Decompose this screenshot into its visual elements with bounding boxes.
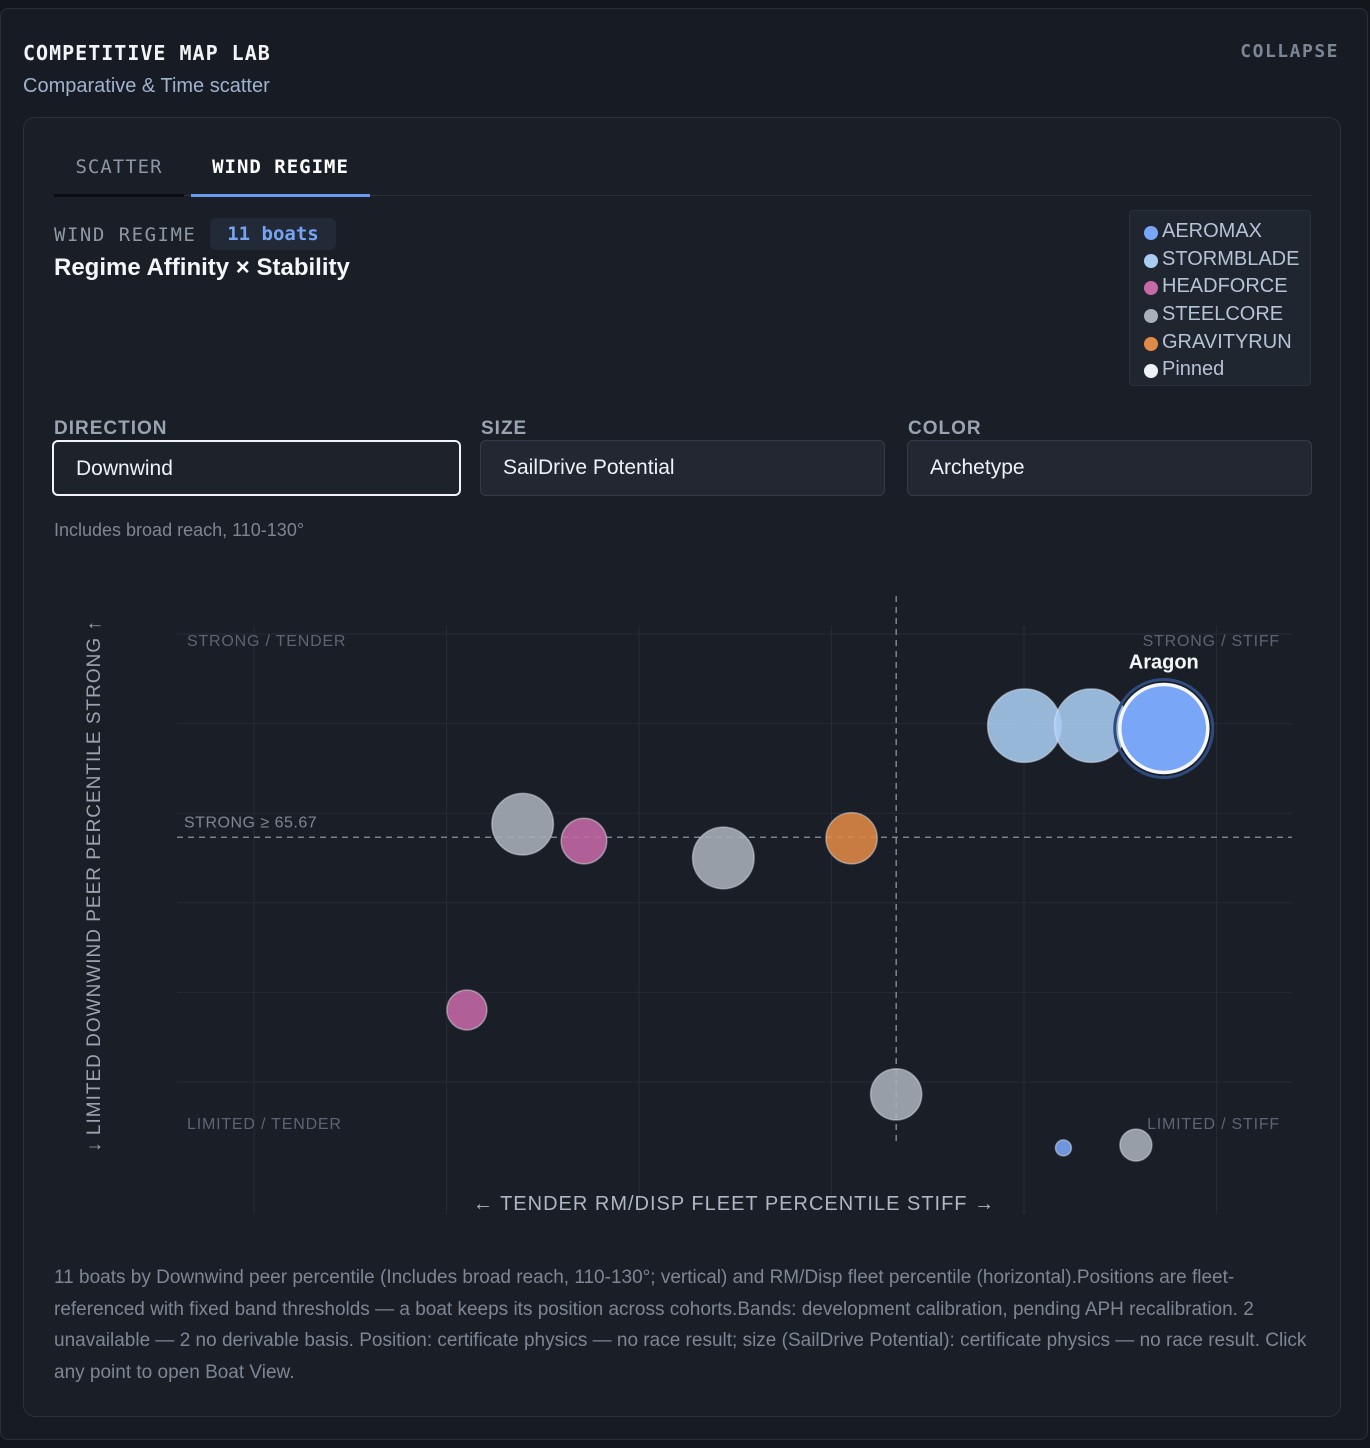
size-value: SailDrive Potential <box>503 456 675 479</box>
color-value: Archetype <box>930 456 1025 479</box>
chart-footnote: 11 boats by Downwind peer percentile (In… <box>54 1267 1307 1383</box>
direction-value: Downwind <box>76 457 173 480</box>
legend-label: Pinned <box>1162 358 1225 380</box>
lab-title: COMPETITIVE MAP LAB <box>23 41 271 65</box>
collapse-button[interactable]: COLLAPSE <box>1240 41 1339 62</box>
y-axis-label: ↓ LIMITED DOWNWIND PEER PERCENTILE STRON… <box>84 620 105 1152</box>
competitive-map-lab-card: COMPETITIVE MAP LAB Comparative & Time s… <box>0 8 1368 1440</box>
point-label: Aragon <box>1129 651 1199 673</box>
wind-regime-panel: SCATTER WIND REGIME WIND REGIME 11 boats… <box>23 117 1341 1417</box>
color-select[interactable]: Archetype <box>907 440 1312 496</box>
archetype-legend: AEROMAX STORMBLADE HEADFORCE STEELCORE G… <box>1129 210 1311 386</box>
legend-dot-icon <box>1144 337 1158 351</box>
quadrant-label-limited-stiff: LIMITED / STIFF <box>1147 1116 1280 1133</box>
tab-bar: SCATTER WIND REGIME <box>54 148 1312 197</box>
tab-wind-regime[interactable]: WIND REGIME <box>191 156 370 197</box>
boat-point-aeromax[interactable] <box>1054 1139 1073 1157</box>
boat-point-steelcore[interactable] <box>691 826 755 890</box>
boat-point-headforce[interactable] <box>560 817 608 865</box>
lab-subtitle: Comparative & Time scatter <box>23 75 270 97</box>
boat-point-headforce[interactable] <box>446 989 488 1031</box>
boat-point-gravityrun[interactable] <box>825 811 878 865</box>
threshold-label: STRONG ≥ 65.67 <box>184 814 317 831</box>
legend-dot-icon <box>1144 281 1158 295</box>
grid-lines <box>177 626 1292 1214</box>
boat-point-stormblade[interactable] <box>986 688 1062 764</box>
color-label: COLOR <box>908 418 982 439</box>
boat-point-aeromax[interactable] <box>1118 682 1210 775</box>
pinned-halo <box>1113 677 1215 779</box>
size-label: SIZE <box>481 418 528 439</box>
section-title: Regime Affinity × Stability <box>54 254 350 281</box>
legend-dot-icon <box>1144 364 1158 378</box>
regime-scatter-chart: STRONG ≥ 65.67 STRONG / TENDER STRONG / … <box>84 596 1292 1215</box>
legend-dot-icon <box>1144 254 1158 268</box>
legend-label: AEROMAX <box>1162 220 1263 242</box>
boat-point-steelcore[interactable] <box>1119 1128 1153 1162</box>
direction-select[interactable]: Downwind <box>52 440 461 496</box>
boat-point-steelcore[interactable] <box>869 1068 923 1121</box>
quadrant-label-strong-tender: STRONG / TENDER <box>187 633 346 650</box>
x-axis-label: ← TENDER RM/DISP FLEET PERCENTILE STIFF … <box>473 1193 995 1215</box>
section-kicker: WIND REGIME <box>54 224 197 246</box>
legend-label: STORMBLADE <box>1162 248 1300 270</box>
data-points: Aragon <box>446 651 1215 1162</box>
size-select[interactable]: SailDrive Potential <box>480 440 885 496</box>
quadrant-label-strong-stiff: STRONG / STIFF <box>1143 633 1280 650</box>
legend-label: GRAVITYRUN <box>1162 331 1292 353</box>
legend-dot-icon <box>1144 309 1158 323</box>
tab-scatter[interactable]: SCATTER <box>54 156 184 197</box>
direction-hint: Includes broad reach, 110-130° <box>54 520 305 540</box>
legend-dot-icon <box>1144 226 1158 240</box>
boat-count-badge: 11 boats <box>210 218 336 250</box>
direction-label: DIRECTION <box>54 418 168 439</box>
legend-label: STEELCORE <box>1162 303 1284 325</box>
boat-point-steelcore[interactable] <box>491 792 555 856</box>
legend-label: HEADFORCE <box>1162 275 1288 297</box>
boat-point-stormblade[interactable] <box>1053 688 1129 764</box>
quadrant-label-limited-tender: LIMITED / TENDER <box>187 1116 342 1133</box>
